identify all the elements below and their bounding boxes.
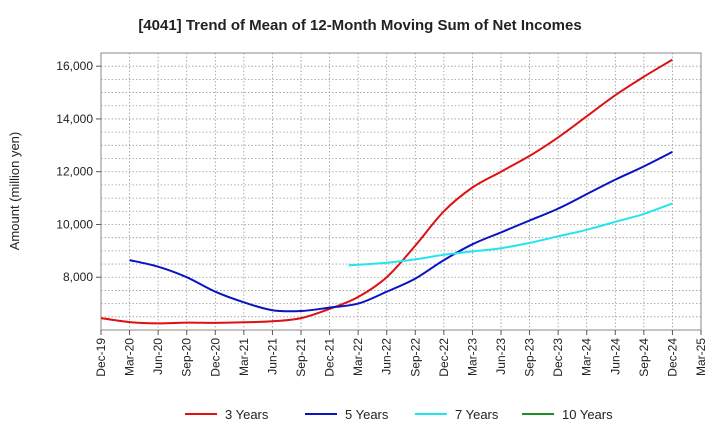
x-tick-label: Dec-23	[551, 338, 565, 377]
x-axis-ticks: Dec-19 Mar-20 Jun-20 Sep-20 Dec-20 Mar-21 Jun-…	[94, 330, 708, 377]
y-axis-label: Amount (million yen)	[7, 132, 22, 251]
y-tick-label: 12,000	[56, 165, 93, 179]
series-line-5-years	[129, 151, 673, 313]
x-tick-label: Jun-23	[494, 338, 508, 375]
gridlines	[101, 53, 701, 330]
legend-label: 3 Years	[225, 407, 269, 422]
x-tick-label: Sep-23	[523, 338, 537, 377]
x-tick-label: Mar-20	[123, 338, 137, 376]
x-tick-label: Dec-24	[665, 338, 679, 377]
legend: 3 Years 5 Years 7 Years 10 Years	[185, 407, 613, 422]
x-tick-label: Dec-19	[94, 338, 108, 377]
x-tick-label: Sep-24	[637, 338, 651, 377]
y-tick-label: 10,000	[56, 217, 93, 231]
x-tick-label: Jun-20	[151, 338, 165, 375]
y-tick-label: 14,000	[56, 112, 93, 126]
x-tick-label: Mar-22	[351, 338, 365, 376]
y-tick-label: 16,000	[56, 59, 93, 73]
chart-title: [4041] Trend of Mean of 12-Month Moving …	[138, 17, 581, 34]
series-line-3-years	[100, 58, 673, 325]
x-tick-label: Sep-21	[294, 338, 308, 377]
series-line-7-years	[348, 202, 673, 267]
x-tick-label: Dec-20	[208, 338, 222, 377]
x-tick-label: Mar-25	[694, 338, 708, 376]
legend-label: 5 Years	[345, 407, 389, 422]
y-axis-ticks: 8,000 10,000 12,000 14,000 16,000	[56, 59, 101, 284]
legend-label: 10 Years	[562, 407, 613, 422]
x-tick-label: Jun-22	[380, 338, 394, 375]
x-tick-label: Mar-21	[237, 338, 251, 376]
x-tick-label: Jun-24	[608, 338, 622, 375]
legend-label: 7 Years	[455, 407, 499, 422]
x-tick-label: Mar-24	[580, 338, 594, 376]
x-tick-label: Dec-22	[437, 338, 451, 377]
y-tick-label: 8,000	[63, 270, 93, 284]
series-lines	[100, 58, 673, 325]
x-tick-label: Mar-23	[465, 338, 479, 376]
x-tick-label: Jun-21	[265, 338, 279, 375]
x-tick-label: Dec-21	[323, 338, 337, 377]
x-tick-label: Sep-20	[180, 338, 194, 377]
x-tick-label: Sep-22	[408, 338, 422, 377]
plot-area	[100, 52, 702, 331]
